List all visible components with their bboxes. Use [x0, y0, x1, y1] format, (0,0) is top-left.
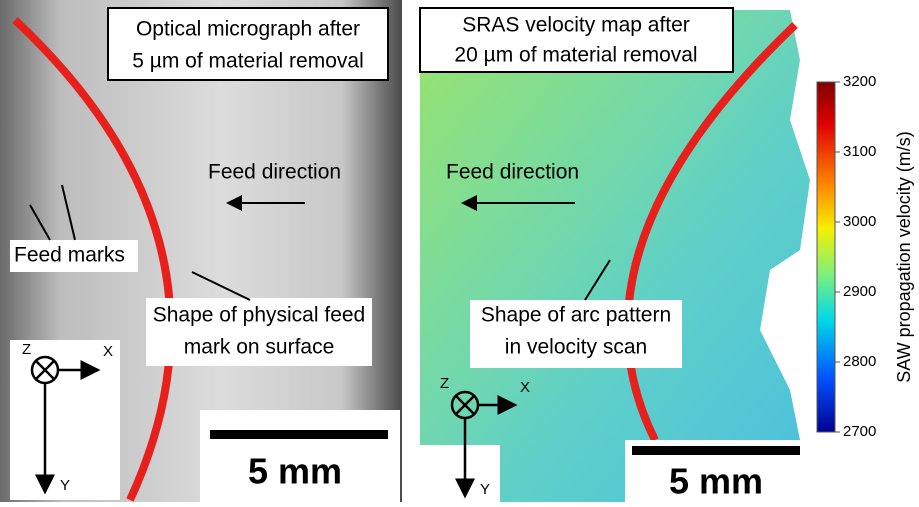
tick-label: 2900	[843, 283, 876, 300]
title: Optical micrograph after	[136, 18, 360, 41]
colorbar-scale	[816, 81, 836, 433]
colorbar: SAW propagation velocity (m/s) 2700 2800 2…	[816, 73, 914, 440]
axis-label: X	[103, 343, 113, 360]
tick-label: 3200	[843, 73, 876, 90]
shape-label: Shape of physical feed	[153, 304, 365, 327]
axis-icon	[35, 360, 55, 380]
scale-label: 5 mm	[248, 451, 342, 492]
axis-label: Y	[60, 477, 70, 494]
arc	[623, 22, 798, 442]
tick-label: 2800	[843, 353, 876, 370]
pointer	[61, 184, 76, 241]
tick-label: 3000	[843, 213, 876, 230]
title: SRAS velocity map after	[462, 14, 690, 37]
axis-label: Z	[440, 375, 449, 392]
pointer	[584, 259, 611, 301]
shape-label: mark on surface	[184, 336, 335, 359]
pointer	[191, 271, 251, 301]
scale-label: 5 mm	[669, 461, 763, 502]
axis-icon	[455, 395, 475, 415]
shape-label: in velocity scan	[505, 336, 647, 359]
label-bg	[10, 240, 138, 272]
tick-label: 3100	[843, 143, 876, 160]
pointer	[29, 204, 51, 241]
right-panel: SRAS velocity map after 20 µm of materia…	[419, 7, 810, 502]
axis-label: Y	[480, 481, 490, 498]
axis-label: X	[520, 379, 530, 396]
title-box	[419, 7, 734, 73]
axis-label: Z	[22, 341, 31, 358]
label-bg	[146, 298, 372, 366]
scale-bar	[632, 446, 800, 455]
colorbar-label: SAW propagation velocity (m/s)	[894, 131, 914, 382]
scale-bg	[200, 410, 400, 502]
arc	[12, 17, 175, 502]
label-bg	[470, 300, 682, 368]
title-box	[107, 7, 389, 81]
scale-bar	[210, 430, 388, 439]
velocity-map	[420, 10, 810, 502]
feed-marks: Feed marks	[14, 244, 125, 267]
left-panel: Optical micrograph after 5 µm of materia…	[0, 0, 402, 502]
axes-bg	[10, 340, 120, 500]
feed-direction: Feed direction	[446, 161, 579, 184]
feed-direction: Feed direction	[208, 161, 341, 184]
tick-label: 2700	[843, 423, 876, 440]
title: 20 µm of material removal	[454, 44, 697, 67]
shape-label: Shape of arc pattern	[481, 304, 671, 327]
title: 5 µm of material removal	[132, 50, 364, 73]
